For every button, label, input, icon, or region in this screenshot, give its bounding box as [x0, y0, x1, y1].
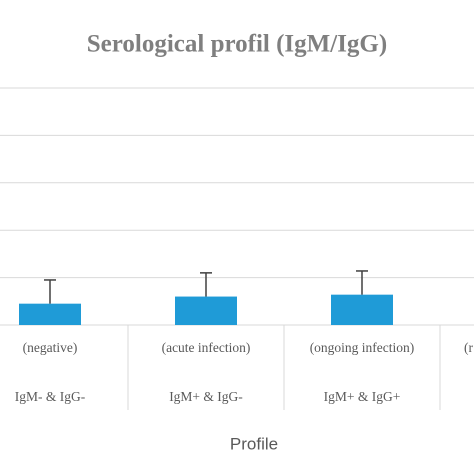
x-tick-label: (ongoing infection) [310, 340, 415, 355]
bar [19, 303, 81, 325]
x-tick-label: (r [464, 340, 473, 355]
x-tick-label: IgM- & IgG- [15, 389, 86, 404]
x-tick-label: (negative) [23, 340, 78, 355]
x-axis-label: Profile [230, 434, 278, 453]
x-tick-label: (acute infection) [162, 340, 251, 355]
bar [175, 296, 237, 325]
x-tick-label: IgM+ & IgG- [169, 389, 243, 404]
x-tick-label: IgM+ & IgG+ [324, 389, 401, 404]
chart-title: Serological profil (IgM/IgG) [87, 31, 387, 58]
bar [331, 294, 393, 325]
